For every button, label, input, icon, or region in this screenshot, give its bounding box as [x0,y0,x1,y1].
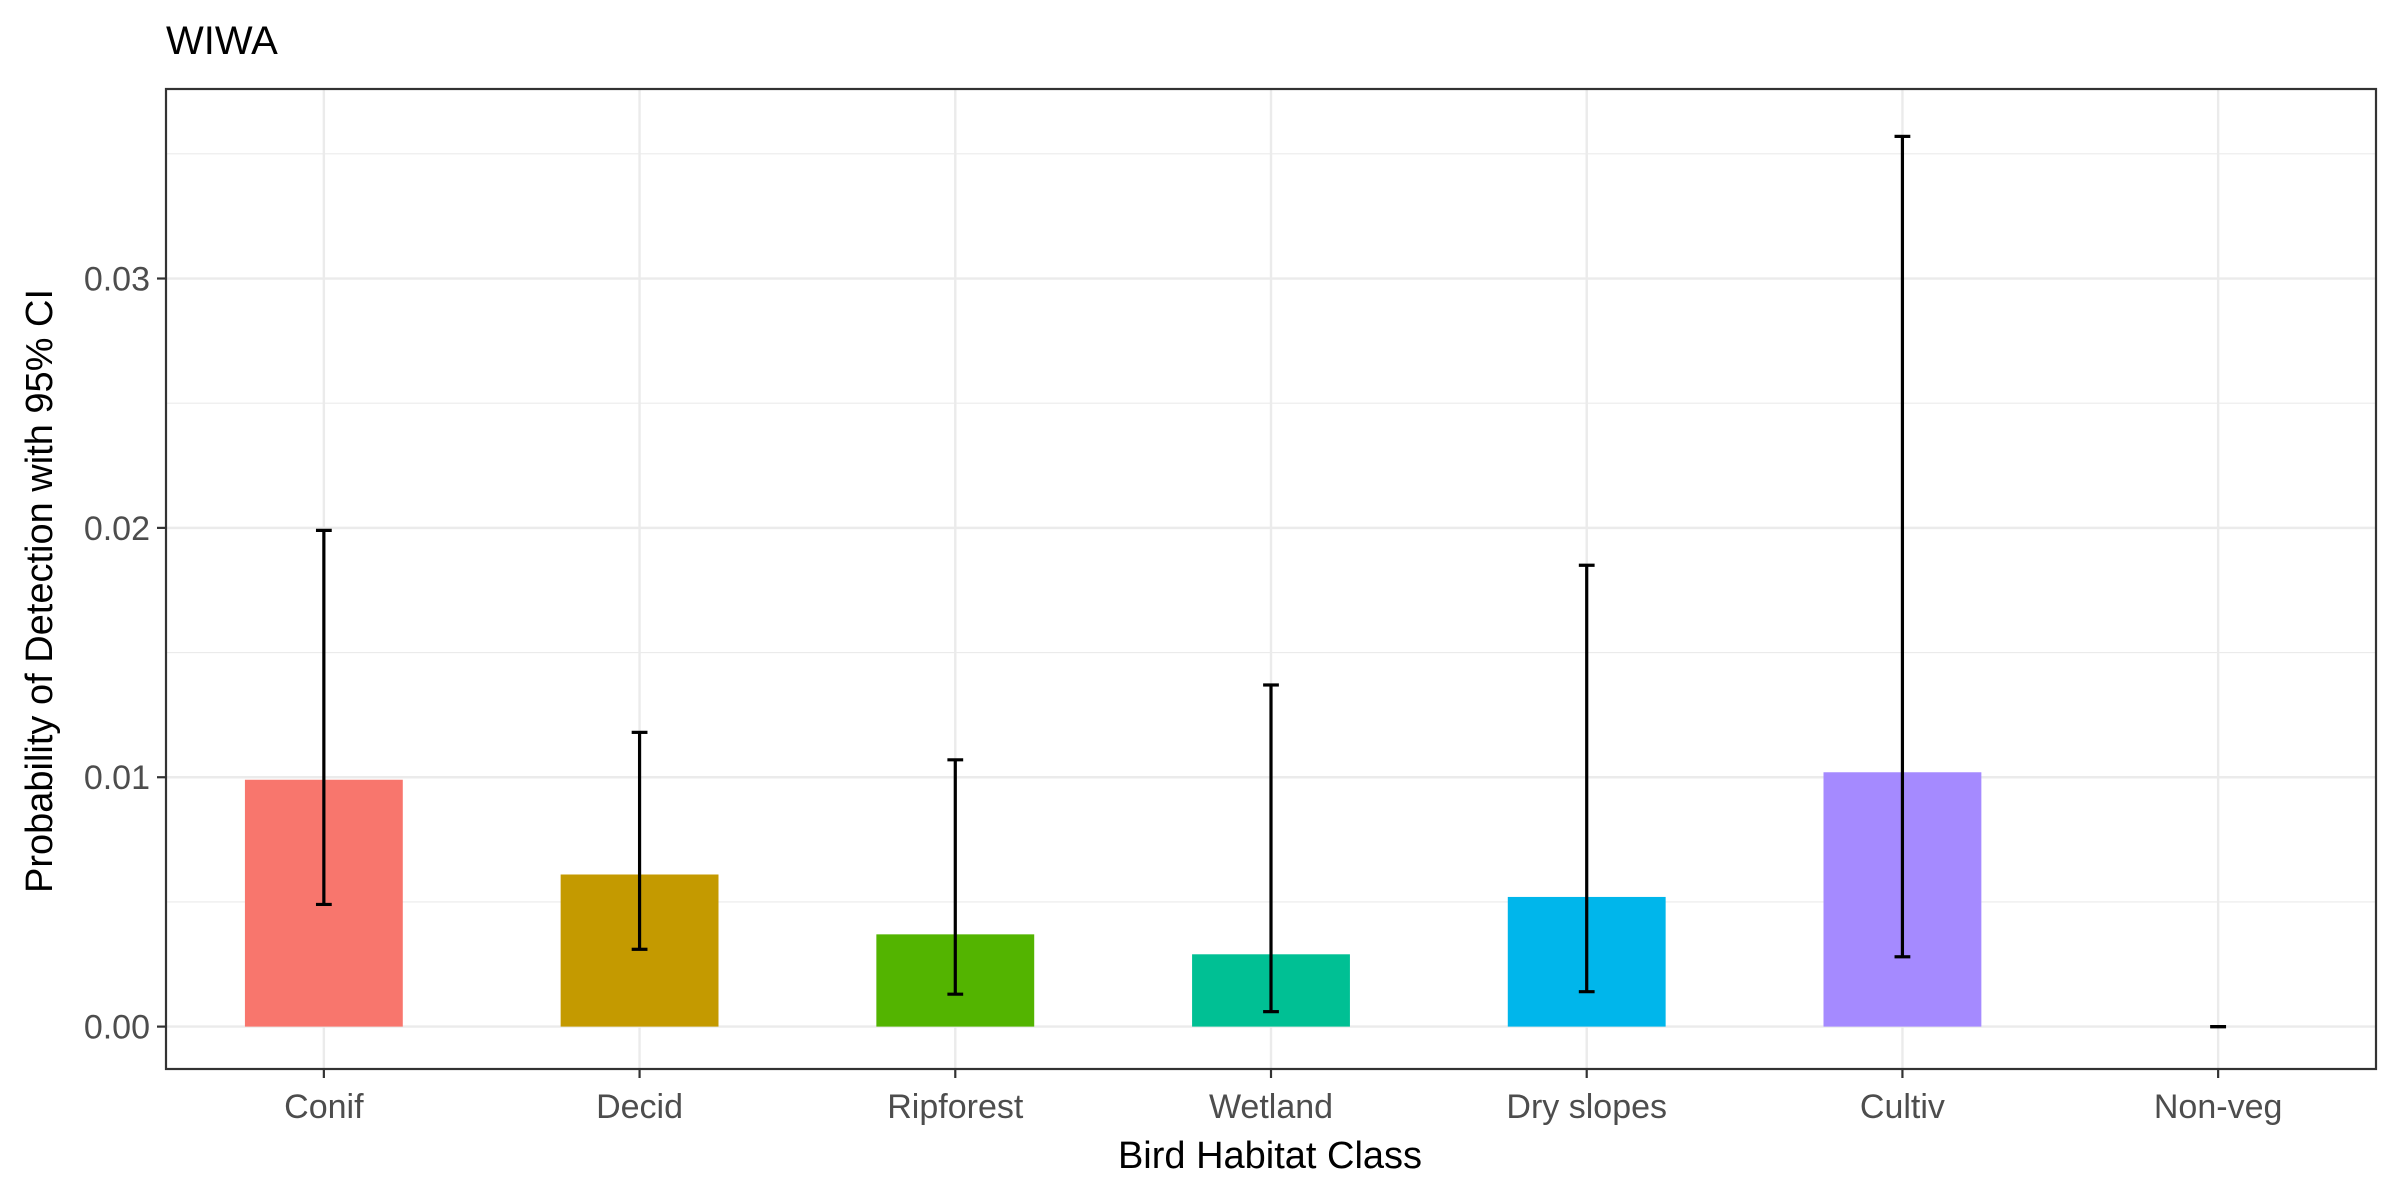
y-tick-label: 0.00 [84,1009,150,1047]
y-tick-label: 0.02 [84,510,150,548]
chart-title: WIWA [166,19,278,63]
x-tick-label: Non-veg [2154,1088,2283,1126]
error-bar-conif [315,528,332,907]
error-bars [315,134,2227,1029]
error-bar-dry-slopes [1578,563,1595,994]
x-tick-label: Dry slopes [1506,1088,1667,1126]
error-bar-decid [631,730,648,951]
x-tick-label: Ripforest [887,1088,1024,1126]
x-axis-title: Bird Habitat Class [1118,1135,1422,1177]
x-tick-label: Decid [596,1088,683,1126]
x-tick-label: Wetland [1209,1088,1333,1126]
error-bar-ripforest [947,758,964,996]
y-tick-label: 0.03 [84,261,150,299]
error-bar-cultiv [1894,134,1911,959]
error-bar-wetland [1263,683,1279,1014]
bars [244,772,1982,1027]
x-tick-label: Conif [284,1088,364,1126]
y-axis-title: Probability of Detection with 95% CI [19,289,61,893]
y-tick-label: 0.01 [84,759,150,797]
axes: 0.00 0.01 0.02 0.03 Conif Decid Ripforest Wetla… [84,261,2283,1126]
x-tick-label: Cultiv [1860,1088,1945,1126]
